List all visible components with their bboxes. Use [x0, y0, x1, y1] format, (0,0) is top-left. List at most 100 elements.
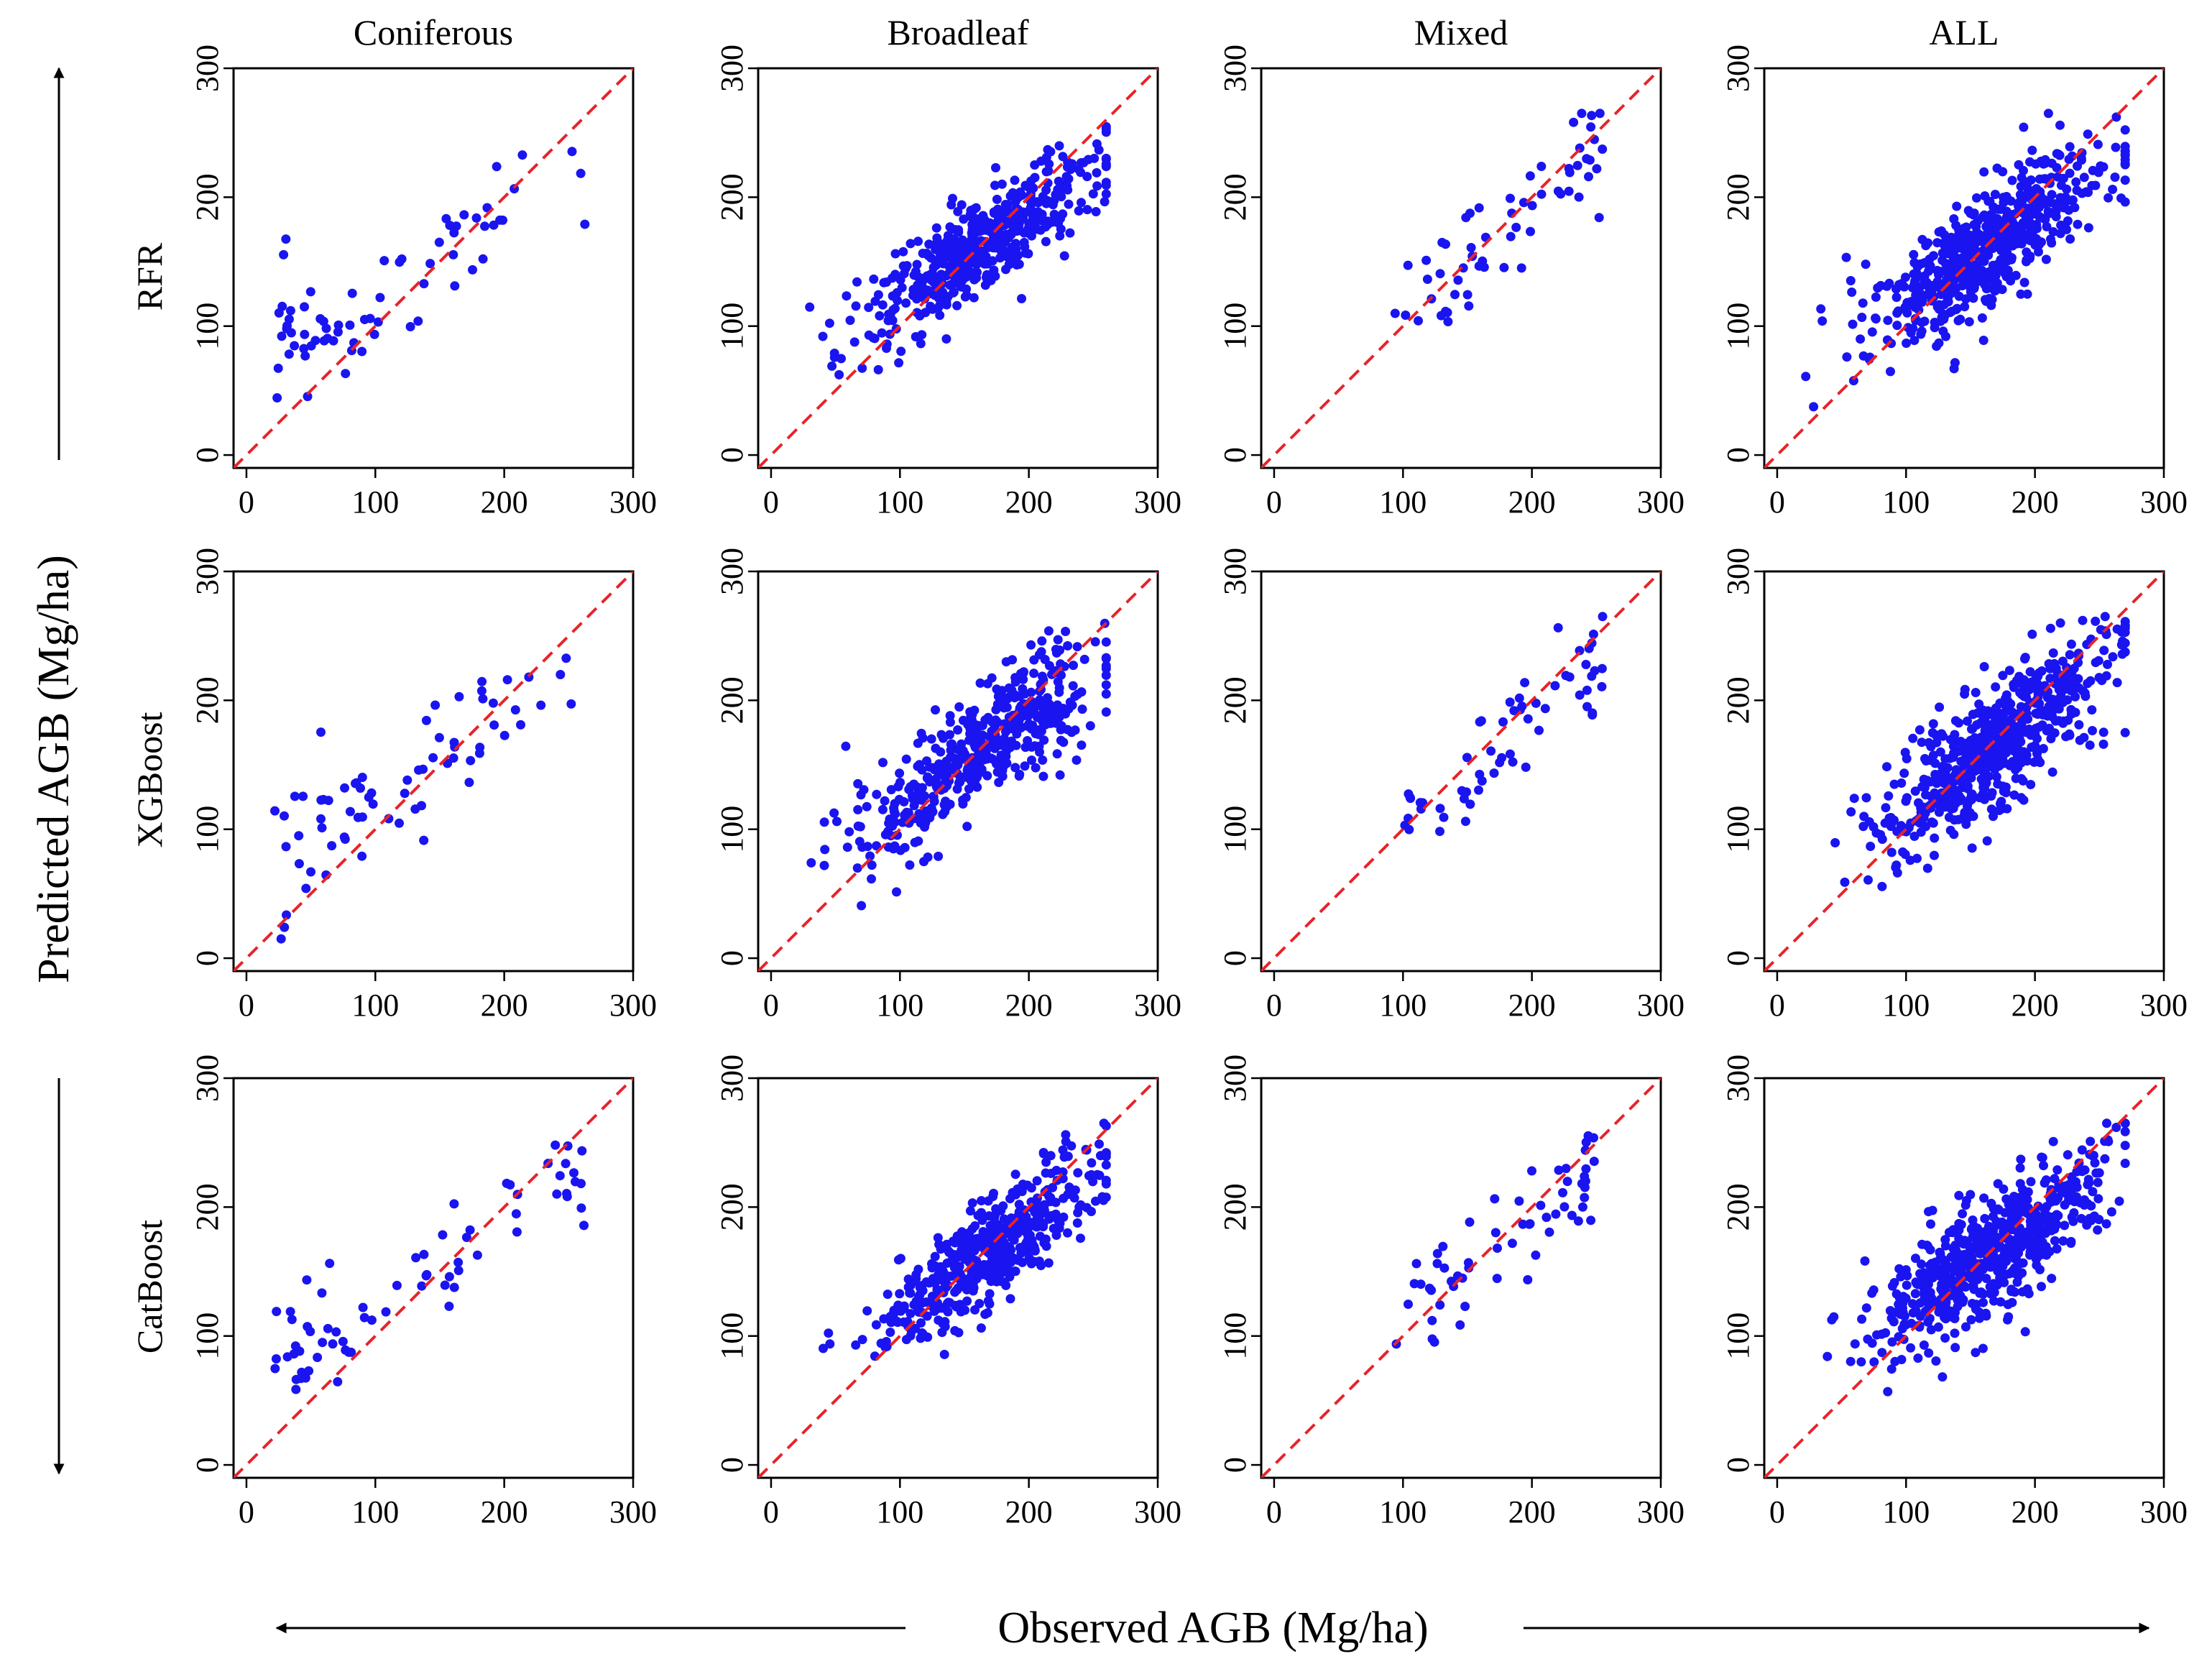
- scatter-point: [1972, 193, 1981, 203]
- scatter-point: [450, 281, 460, 291]
- scatter-point: [965, 1206, 975, 1216]
- scatter-point: [983, 1196, 993, 1206]
- scatter-point: [852, 277, 862, 287]
- scatter-point: [1035, 747, 1044, 757]
- scatter-point: [2018, 776, 2028, 786]
- scatter-point: [300, 329, 310, 339]
- scatter-point: [1000, 229, 1010, 239]
- scatter-point: [872, 841, 881, 851]
- scatter-point: [955, 1300, 965, 1310]
- scatter-point: [1958, 1295, 1968, 1305]
- scatter-point: [477, 676, 487, 686]
- scatter-point: [306, 341, 316, 351]
- scatter-point: [1964, 796, 1974, 806]
- scatter-point: [1017, 294, 1026, 303]
- scatter-point: [2019, 231, 2029, 241]
- scatter-point: [1928, 1273, 1938, 1283]
- scatter-point: [2077, 1145, 2087, 1155]
- scatter-point: [341, 369, 351, 379]
- scatter-point: [880, 796, 890, 806]
- scatter-point: [1598, 612, 1608, 622]
- scatter-point: [1041, 1236, 1050, 1245]
- scatter-point: [1920, 316, 1930, 326]
- scatter-point: [894, 358, 904, 368]
- plot-frame: [1260, 1077, 1662, 1479]
- scatter-point: [1917, 297, 1927, 307]
- y-tick-label: 100: [714, 806, 750, 853]
- scatter-point: [973, 1210, 983, 1220]
- scatter-point: [1572, 160, 1582, 170]
- scatter-point: [453, 1257, 464, 1267]
- scatter-point: [2045, 723, 2055, 733]
- scatter-point: [2071, 177, 2081, 187]
- scatter-point: [328, 1339, 338, 1349]
- scatter-point: [318, 316, 328, 326]
- scatter-point: [358, 1302, 368, 1312]
- scatter-point: [1015, 769, 1025, 779]
- scatter-point: [1986, 1282, 1996, 1292]
- scatter-point: [1422, 275, 1432, 284]
- scatter-point: [1032, 1176, 1042, 1186]
- scatter-point: [1003, 200, 1013, 210]
- scatter-point: [1101, 637, 1111, 647]
- scatter-point: [2100, 1154, 2110, 1164]
- scatter-point: [459, 210, 469, 220]
- scatter-point: [345, 320, 355, 330]
- one-to-one-line: [234, 1078, 633, 1478]
- scatter-point: [576, 1203, 586, 1213]
- scatter-point: [1955, 737, 1966, 746]
- scatter-point: [946, 200, 957, 210]
- scatter-point: [1960, 232, 1971, 242]
- scatter-point: [953, 1283, 963, 1293]
- scatter-point: [471, 213, 481, 223]
- scatter-point: [881, 1337, 891, 1346]
- scatter-point: [970, 1305, 980, 1315]
- scatter-point: [1034, 650, 1044, 660]
- scatter-point: [957, 739, 967, 749]
- scatter-point: [2052, 704, 2062, 714]
- scatter-point: [1932, 302, 1943, 312]
- scatter-point: [1867, 1288, 1877, 1298]
- column-title-all: ALL: [1929, 12, 1999, 52]
- scatter-point: [961, 793, 971, 802]
- scatter-point: [1951, 240, 1961, 250]
- scatter-point: [877, 804, 888, 814]
- scatter-point: [1427, 1315, 1437, 1325]
- plot-area: [758, 68, 1158, 468]
- scatter-point: [1558, 1187, 1567, 1197]
- scatter-point: [1598, 144, 1608, 154]
- scatter-point: [2026, 1177, 2036, 1187]
- scatter-point: [940, 806, 950, 817]
- scatter-point: [913, 761, 923, 771]
- scatter-point: [1026, 176, 1036, 186]
- scatter-point: [1587, 111, 1597, 121]
- scatter-point: [930, 1251, 940, 1261]
- scatter-point: [1975, 1288, 1985, 1298]
- scatter-point: [1041, 1168, 1051, 1178]
- scatter-point: [1032, 197, 1042, 207]
- scatter-point: [899, 269, 909, 279]
- scatter-point: [962, 1296, 972, 1306]
- scatter-point: [1034, 730, 1043, 740]
- scatter-point: [962, 822, 972, 832]
- scatter-point: [2034, 174, 2045, 184]
- scatter-point: [1908, 1308, 1918, 1318]
- scatter-point: [1095, 1151, 1105, 1161]
- x-tick-label: 0: [763, 1494, 779, 1530]
- scatter-point: [448, 249, 458, 259]
- scatter-point: [400, 788, 410, 799]
- scatter-point: [1974, 229, 1984, 239]
- scatter-point: [2016, 750, 2026, 760]
- scatter-point: [2077, 1167, 2087, 1177]
- one-to-one-line: [758, 571, 1158, 971]
- scatter-point: [819, 817, 829, 827]
- x-tick-label: 300: [609, 1494, 657, 1530]
- scatter-point: [1564, 164, 1574, 173]
- scatter-point: [1462, 753, 1472, 763]
- scatter-point: [1043, 626, 1054, 636]
- scatter-point: [1881, 803, 1891, 813]
- scatter-point: [869, 274, 879, 284]
- scatter-point: [476, 686, 487, 696]
- scatter-point: [2111, 1123, 2121, 1132]
- scatter-point: [966, 236, 976, 246]
